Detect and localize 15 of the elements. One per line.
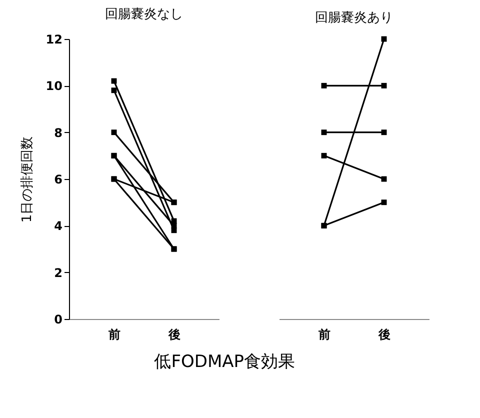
- x-axis-title: 低FODMAP食効果: [154, 352, 296, 372]
- y-tick-label: 6: [54, 172, 62, 186]
- y-tick-label: 8: [54, 126, 62, 140]
- y-tick-label: 4: [54, 219, 62, 234]
- chart-title: 回腸嚢炎あり: [315, 10, 393, 26]
- y-tick-label: 2: [54, 266, 62, 280]
- y-tick-label: 0: [54, 312, 62, 326]
- y-tick-label: 12: [46, 32, 62, 46]
- x-tick-label: 後: [378, 328, 390, 342]
- x-tick-label: 前: [318, 328, 330, 342]
- chart-title: 回腸嚢炎なし: [105, 7, 183, 22]
- x-tick-label: 後: [168, 328, 180, 342]
- x-tick-label: 前: [108, 328, 120, 342]
- y-axis-title: 1日の排便回数: [20, 136, 35, 223]
- y-tick-label: 10: [46, 79, 62, 94]
